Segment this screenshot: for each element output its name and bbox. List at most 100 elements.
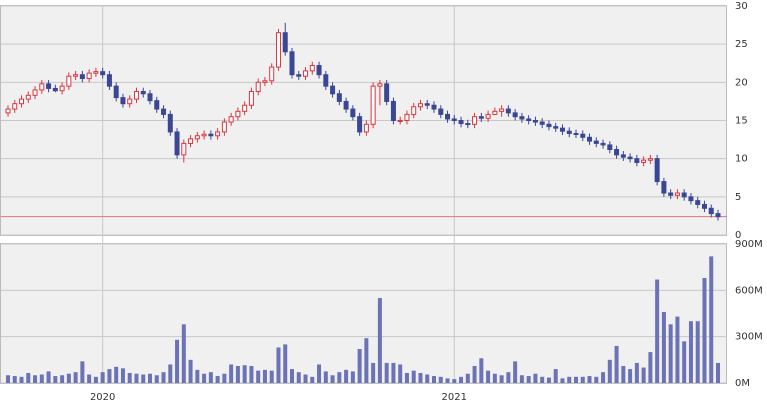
volume-bar [614,345,619,383]
volume-bar [66,373,71,383]
candle-body [66,75,72,87]
candle-body [715,213,721,218]
candle-body [438,108,444,115]
volume-bar [87,374,92,383]
y-tick-label: 0 [735,230,741,241]
candle-body [566,130,572,134]
volume-bar [688,321,693,383]
volume-bar [317,364,322,383]
volume-bar [553,369,558,383]
volume-bar [26,372,31,383]
candle-body [194,135,200,140]
candle-body [458,120,464,125]
volume-bar [310,376,315,383]
volume-bar [526,376,531,383]
candle-body [593,140,599,144]
volume-bar [445,378,450,383]
volume-bar [344,369,349,383]
volume-bar [222,373,227,383]
candle-body [221,121,227,133]
candle-body [127,98,133,105]
volume-bar [661,311,666,383]
volume-bar [540,376,545,383]
y-tick-label: 300M [735,332,763,343]
candle-body [681,192,687,198]
volume-bar [100,372,105,383]
volume-bar [533,373,538,383]
volume-bar [120,368,125,383]
candle-body [208,133,214,137]
volume-bar [262,369,267,383]
candle-body [262,80,268,83]
y-tick-label: 5 [735,192,741,203]
candle-body [316,65,322,76]
candle-body [59,85,65,92]
volume-bar [702,277,707,383]
candle-body [505,108,511,114]
candle-body [303,70,309,77]
candle-body [52,87,58,92]
volume-bar [283,344,288,383]
volume-bar [93,376,98,383]
volume-bar [73,372,78,383]
volume-bar [425,374,430,383]
y-tick-label: 0M [735,378,750,389]
candle-body [573,132,579,135]
candle-body [674,192,680,196]
candle-body [73,74,79,77]
candle-body [465,123,471,126]
candle-body [323,74,329,87]
volume-bar [472,366,477,383]
volume-bar [148,373,152,383]
volume-bar [404,372,409,383]
volume-bar [479,358,484,383]
volume-bar [181,324,186,383]
y-tick-label: 15 [735,116,748,127]
volume-bar [709,256,714,383]
candle-body [39,83,45,91]
candle-body [688,196,694,202]
candle-body [668,192,674,196]
y-tick-label: 20 [735,77,748,88]
candle-body [269,66,275,82]
x-tick-label: 2021 [442,392,467,403]
candle-body [370,85,376,125]
candle-body [133,90,139,100]
candle-body [282,32,288,53]
candle-body [350,108,356,118]
candle-body [587,136,593,142]
volume-bar [114,366,119,383]
y-tick-label: 25 [735,39,748,50]
volume-bar [513,361,518,383]
candle-body [161,108,167,115]
y-tick-label: 900M [735,239,763,250]
candle-body [397,120,403,122]
candle-body [235,110,241,118]
volume-bar [621,366,626,383]
volume-bar [398,364,403,383]
candle-body [526,118,532,122]
volume-bar [296,372,301,383]
volume-bar [364,338,369,383]
volume-bar [634,362,639,383]
candle-body [620,154,626,158]
candle-body [614,149,620,156]
y-tick-label: 30 [735,1,748,12]
volume-bar [154,375,159,383]
candle-body [654,158,660,183]
candle-body [248,90,254,106]
volume-bar [574,376,578,383]
volume-bar [60,375,65,383]
volume-bar [418,372,423,383]
candle-body [580,133,586,138]
volume-bar [39,374,44,383]
candle-body [343,100,349,110]
candle-body [553,126,559,129]
volume-bar [168,364,173,383]
candle-body [519,116,525,120]
candle-body [661,181,667,194]
volume-bar [80,361,85,383]
volume-bar [19,376,24,383]
volume-bar [628,369,633,383]
volume-bar [695,321,700,383]
